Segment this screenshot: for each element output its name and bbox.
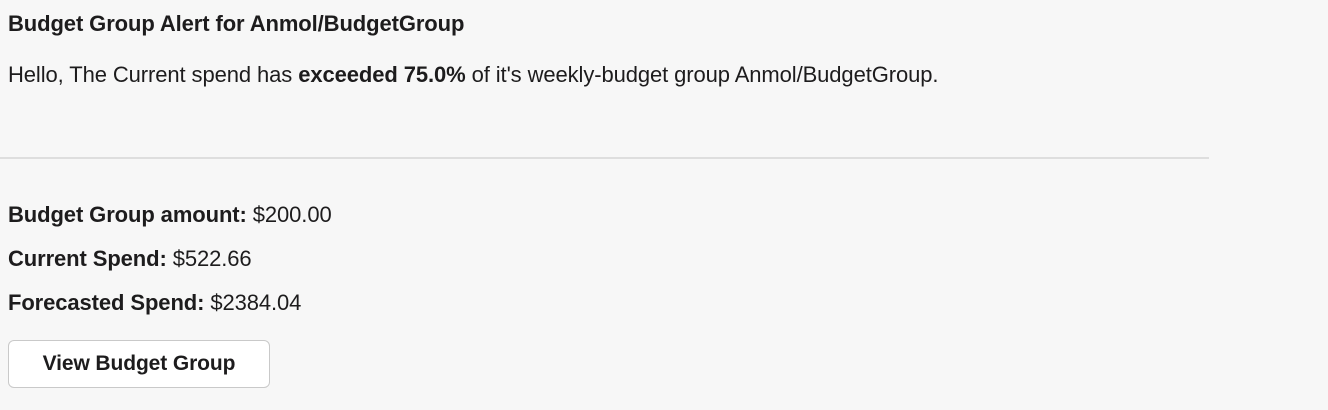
detail-label-current-spend: Current Spend: — [8, 246, 167, 271]
detail-value-budget-amount: $200.00 — [252, 202, 332, 227]
alert-body-text: Hello, The Current spend has exceeded 75… — [8, 53, 1018, 96]
detail-row-current-spend: Current Spend: $522.66 — [8, 237, 908, 281]
budget-detail-list: Budget Group amount: $200.00 Current Spe… — [8, 193, 908, 325]
detail-row-budget-amount: Budget Group amount: $200.00 — [8, 193, 908, 237]
detail-label-forecasted-spend: Forecasted Spend: — [8, 290, 205, 315]
detail-value-current-spend: $522.66 — [172, 246, 252, 271]
alert-body-emphasis: exceeded 75.0% — [298, 62, 466, 87]
alert-body-suffix: of it's weekly-budget group Anmol/Budget… — [465, 62, 939, 87]
view-budget-group-button[interactable]: View Budget Group — [8, 340, 270, 388]
alert-body-prefix: Hello, The Current spend has — [8, 62, 299, 87]
alert-title: Budget Group Alert for Anmol/BudgetGroup — [8, 11, 465, 36]
detail-row-forecasted-spend: Forecasted Spend: $2384.04 — [8, 281, 908, 325]
section-divider — [0, 157, 1209, 159]
detail-label-budget-amount: Budget Group amount: — [8, 202, 247, 227]
detail-value-forecasted-spend: $2384.04 — [210, 290, 302, 315]
